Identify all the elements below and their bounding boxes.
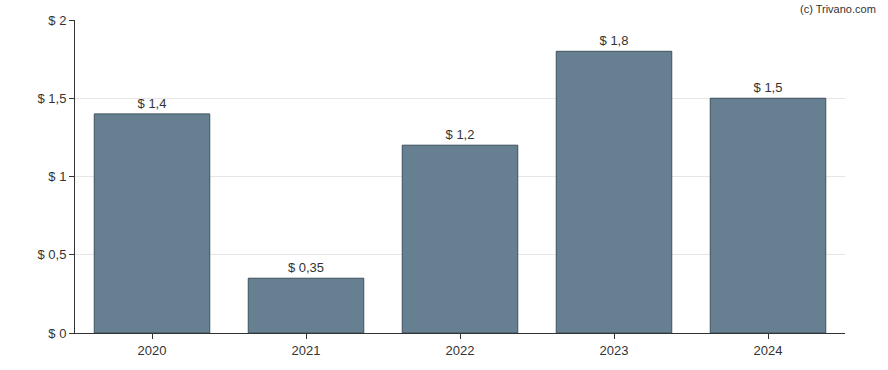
- svg-text:$ 0,35: $ 0,35: [288, 260, 324, 275]
- svg-text:2024: 2024: [754, 343, 783, 358]
- svg-text:(c) Trivano.com: (c) Trivano.com: [800, 3, 876, 15]
- svg-text:$ 1,5: $ 1,5: [754, 80, 783, 95]
- svg-text:$ 0,5: $ 0,5: [37, 247, 66, 262]
- svg-text:2021: 2021: [292, 343, 321, 358]
- svg-text:$ 1,5: $ 1,5: [37, 91, 66, 106]
- svg-text:$ 1,2: $ 1,2: [446, 127, 475, 142]
- svg-text:$ 1,4: $ 1,4: [138, 96, 167, 111]
- svg-text:$ 1: $ 1: [48, 169, 66, 184]
- svg-text:$ 2: $ 2: [48, 13, 66, 28]
- svg-text:$ 1,8: $ 1,8: [600, 33, 629, 48]
- svg-text:2020: 2020: [138, 343, 167, 358]
- svg-text:2023: 2023: [600, 343, 629, 358]
- svg-text:2022: 2022: [446, 343, 475, 358]
- svg-text:$ 0: $ 0: [48, 326, 66, 341]
